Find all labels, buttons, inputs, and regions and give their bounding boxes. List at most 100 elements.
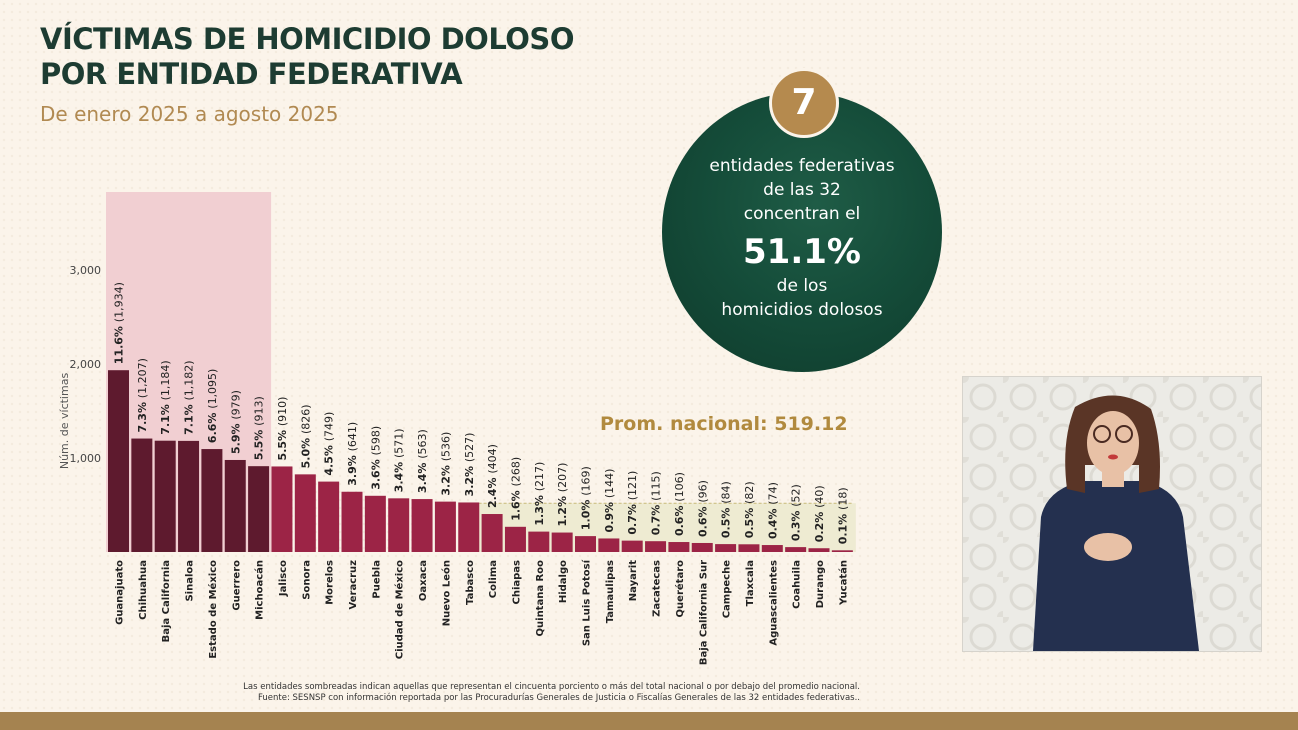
data-label-count: (563) xyxy=(416,429,429,459)
x-tick-label: Tlaxcala xyxy=(745,560,756,606)
data-label-percent: 5.9% xyxy=(229,420,242,454)
data-label-percent: 3.4% xyxy=(393,458,406,492)
x-tick-label: Durango xyxy=(815,560,826,608)
data-label-percent: 1.3% xyxy=(533,491,546,525)
x-tick-label: Guerrero xyxy=(231,560,242,611)
sign-language-interpreter-video xyxy=(962,376,1262,652)
data-label-percent: 1.0% xyxy=(580,496,593,530)
bar xyxy=(621,540,643,552)
data-label-count: (169) xyxy=(580,466,593,496)
bar xyxy=(341,491,363,552)
x-tick-label: Zacatecas xyxy=(652,560,663,617)
data-label: 0.9% (144) xyxy=(603,469,616,533)
data-label: 3.4% (563) xyxy=(416,429,429,493)
interpreter-hands xyxy=(1084,533,1132,561)
data-label-percent: 3.9% xyxy=(346,451,359,485)
interpreter-mouth xyxy=(1108,454,1118,460)
x-tick-label: Sonora xyxy=(301,560,312,600)
data-label-count: (96) xyxy=(696,480,709,503)
bar xyxy=(248,466,270,552)
data-label-percent: 7.1% xyxy=(159,400,172,434)
data-label-percent: 5.0% xyxy=(299,434,312,468)
data-label-percent: 11.6% xyxy=(113,322,126,364)
data-label-percent: 0.5% xyxy=(743,504,756,538)
data-label: 4.5% (749) xyxy=(323,412,336,476)
x-tick-label: Chihuahua xyxy=(138,560,149,620)
count-badge: 7 xyxy=(769,68,839,138)
bar xyxy=(668,542,690,552)
x-tick-label: Aguascalientes xyxy=(768,560,779,646)
data-label-count: (115) xyxy=(650,471,663,501)
x-tick-label: Baja California xyxy=(161,560,172,642)
data-label-percent: 1.6% xyxy=(509,486,522,520)
data-label-percent: 0.5% xyxy=(720,504,733,538)
bar xyxy=(318,481,340,552)
data-label: 7.3% (1,207) xyxy=(136,358,149,432)
bar xyxy=(645,541,667,552)
x-tick-label: Campeche xyxy=(722,560,733,618)
data-label-count: (536) xyxy=(439,432,452,462)
bar xyxy=(715,544,737,552)
bar xyxy=(691,542,713,552)
bar xyxy=(364,495,386,552)
page-subtitle: De enero 2025 a agosto 2025 xyxy=(40,102,339,126)
footer-band xyxy=(0,712,1298,730)
data-label-percent: 7.3% xyxy=(136,398,149,432)
data-label-count: (598) xyxy=(369,426,382,456)
data-label: 11.6% (1,934) xyxy=(113,282,126,364)
bar xyxy=(388,498,410,552)
average-label: Prom. nacional: 519.12 xyxy=(600,413,848,435)
x-tick-label: Coahuila xyxy=(792,560,803,609)
summary-circle: entidades federativas de las 32 concentr… xyxy=(662,92,942,372)
callout-line-3: concentran el xyxy=(743,204,861,224)
data-label: 0.3% (52) xyxy=(790,484,803,541)
data-label-count: (1,095) xyxy=(206,369,219,409)
bar xyxy=(575,536,596,552)
shading-note: Las entidades sombreadas indican aquella… xyxy=(243,682,860,692)
bar xyxy=(434,501,456,552)
x-tick-label: Michoacán xyxy=(254,560,266,620)
data-label: 3.2% (536) xyxy=(439,432,452,496)
data-label-count: (207) xyxy=(556,463,569,493)
glasses-left-lens xyxy=(1093,425,1111,443)
x-tick-label: Veracruz xyxy=(348,560,359,610)
data-label: 7.1% (1,184) xyxy=(159,360,172,434)
data-label: 1.3% (217) xyxy=(533,462,546,526)
data-label-count: (40) xyxy=(813,485,826,508)
x-tick-label: Tamaulipas xyxy=(605,560,616,623)
data-label-percent: 4.5% xyxy=(323,441,336,475)
data-label-count: (74) xyxy=(766,482,779,505)
data-label-count: (121) xyxy=(626,471,639,501)
bar xyxy=(831,550,853,552)
data-label-count: (1,934) xyxy=(113,282,126,322)
data-label: 0.6% (96) xyxy=(696,480,709,537)
callout-line-1: entidades federativas xyxy=(709,156,895,176)
x-tick-label: Quintana Roo xyxy=(535,560,546,637)
bar xyxy=(504,526,526,552)
y-tick-label: 2,000 xyxy=(70,358,102,371)
callout-percent: 51.1% xyxy=(743,232,861,272)
data-label-percent: 0.6% xyxy=(673,502,686,536)
data-label-percent: 3.2% xyxy=(463,462,476,496)
x-tick-label: Oaxaca xyxy=(418,560,429,601)
data-label: 6.6% (1,095) xyxy=(206,369,219,443)
x-tick-label: Ciudad de México xyxy=(394,560,406,659)
data-label: 5.9% (979) xyxy=(229,390,242,454)
data-label: 1.0% (169) xyxy=(580,466,593,530)
data-label: 5.5% (910) xyxy=(276,397,289,461)
callout-line-2: de las 32 xyxy=(763,180,841,200)
x-tick-label: Estado de México xyxy=(207,560,219,659)
x-tick-label: Guanajuato xyxy=(115,560,126,625)
callout-line-5: homicidios dolosos xyxy=(721,300,883,320)
data-label: 0.6% (106) xyxy=(673,472,686,536)
data-label-percent: 0.2% xyxy=(813,508,826,542)
data-label-count: (1,184) xyxy=(159,360,172,400)
bar xyxy=(808,548,830,552)
bar xyxy=(294,474,316,552)
x-tick-label: Jalisco xyxy=(278,560,289,597)
data-label-count: (18) xyxy=(836,487,849,510)
data-label-count: (268) xyxy=(509,457,522,487)
bar xyxy=(411,499,433,552)
bar xyxy=(131,438,153,552)
data-label-percent: 6.6% xyxy=(206,409,219,443)
